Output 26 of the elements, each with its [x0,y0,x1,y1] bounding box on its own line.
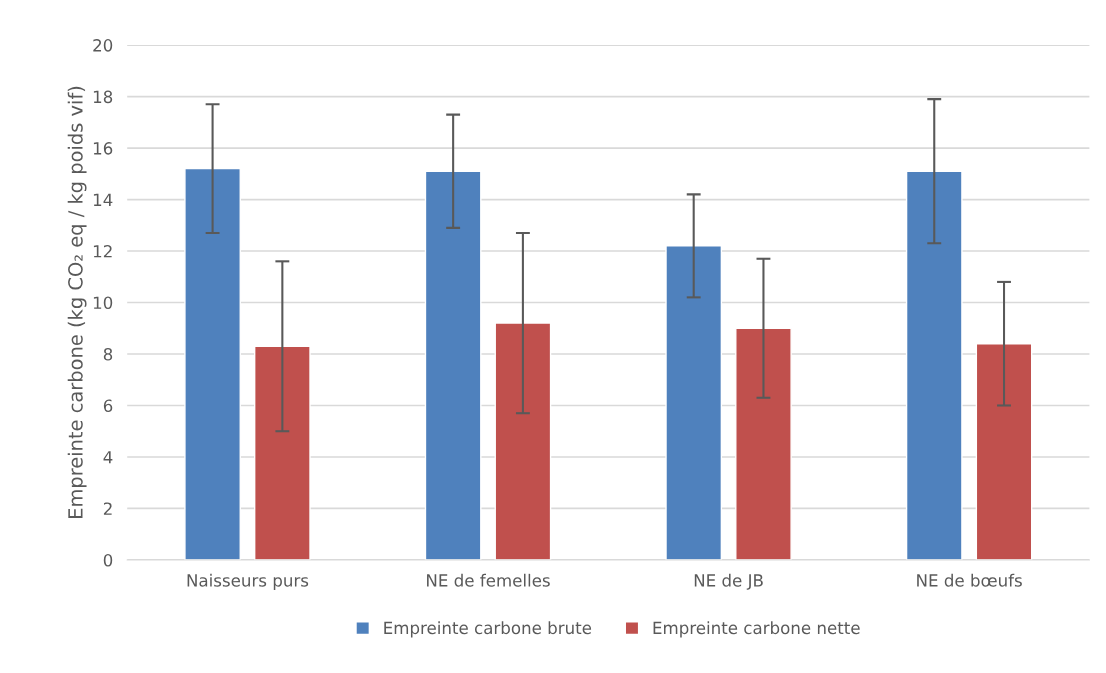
y-tick-label: 0 [103,553,113,567]
bar [184,167,241,560]
x-tick-label: NE de JB [694,573,763,590]
bar [494,322,552,560]
y-tick-label: 14 [93,193,113,206]
x-tick-label: NE de bœufs [917,573,1022,587]
y-tick-label: 2 [103,502,112,515]
y-tick-label: 10 [93,296,113,310]
bar [665,245,723,560]
y-tick-label: 12 [93,244,112,258]
y-tick-label: 16 [93,142,113,155]
y-tick-label: 20 [93,39,113,52]
legend-label: Empreinte carbone nette [653,621,860,638]
bar [253,345,311,560]
y-tick-label: 8 [103,347,113,361]
x-tick-label: Naisseurs purs [187,573,309,590]
y-axis-title: Empreinte carbone (kg CO₂ eq / kg poids vif) [67,86,87,518]
legend-label: Empreinte carbone brute [384,621,592,638]
y-tick-label: 4 [103,451,113,464]
bar [975,343,1033,560]
y-tick-label: 18 [93,90,113,104]
x-tick-label: NE de femelles [427,573,550,587]
y-tick-label: 6 [103,399,113,413]
bar [424,170,482,560]
bar [735,327,792,560]
bar [905,170,963,560]
